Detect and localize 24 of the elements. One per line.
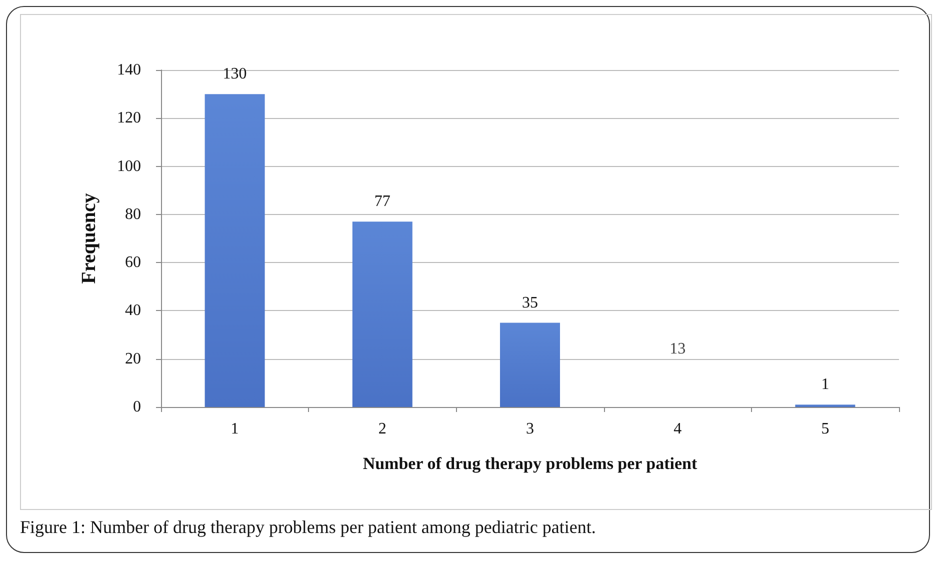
x-tick-label: 5	[821, 420, 830, 438]
data-label: 130	[222, 66, 247, 83]
y-tick-label: 20	[125, 350, 141, 368]
y-tick-label: 80	[125, 206, 141, 223]
y-axis-title: Frequency	[78, 193, 100, 284]
bar	[500, 322, 560, 407]
bar	[204, 94, 265, 407]
y-tick-label: 40	[125, 302, 141, 320]
y-tick-label: 60	[125, 254, 141, 272]
x-axis-title: Number of drug therapy problems per patient	[362, 454, 698, 473]
y-tick-label: 0	[133, 398, 141, 416]
data-label: 1	[821, 376, 830, 394]
data-label: 77	[374, 193, 390, 210]
bar	[352, 222, 412, 407]
x-tick-label: 4	[674, 420, 682, 438]
y-tick-label: 120	[117, 110, 141, 127]
x-tick-label: 1	[230, 420, 239, 438]
caption: Figure 1: Number of drug therapy problems per patient among pediatric patient.	[20, 517, 596, 538]
x-tick-label: 2	[378, 420, 386, 438]
x-tick-label: 3	[526, 420, 534, 438]
y-tick-label: 100	[117, 158, 141, 175]
y-tick-label: 140	[117, 62, 141, 78]
text: 13	[670, 340, 686, 358]
data-label: 35	[522, 294, 538, 312]
